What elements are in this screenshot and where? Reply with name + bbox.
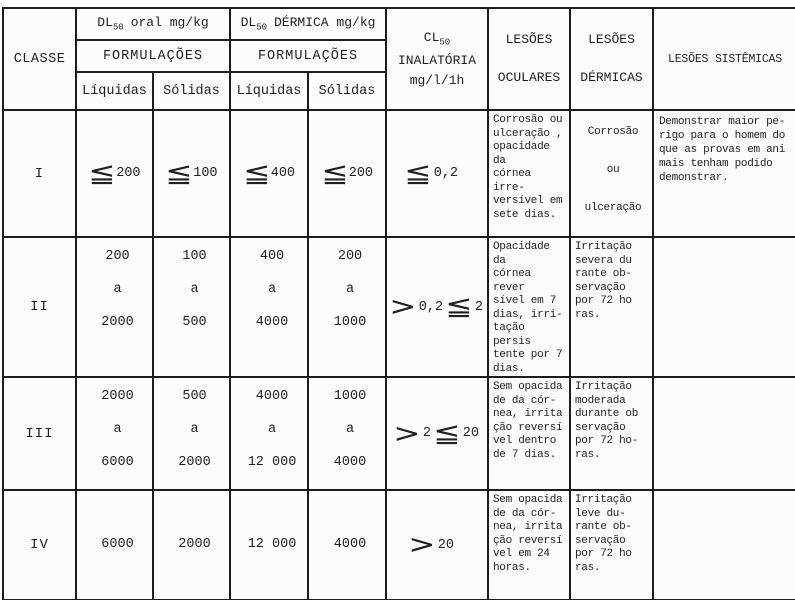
header-dl50-dermal: DL50 DÉRMICA mg/kg — [229, 7, 387, 41]
header-liquidas-dermal: Líquidas — [229, 71, 309, 111]
classe-cell: II — [2, 236, 77, 378]
cl50-label: CL50 — [423, 30, 451, 48]
systemic-lesions-cell: Demonstrar maior pe- rigo para o homem d… — [652, 109, 795, 238]
header-lesoes-sistemicas: LESÕES SISTÊMICAS — [652, 7, 795, 111]
header-dl50-oral: DL50 oral mg/kg — [75, 7, 231, 41]
ocular-lesions-cell: Sem opacida de da cór- nea, irrita ção r… — [487, 489, 571, 600]
table-row-class-II: II 200 a 2000 100 a 500 400 a 4000 200 a… — [2, 236, 795, 378]
dermal-liquid-dose-cell: ≦400 — [229, 109, 309, 238]
oral-solid-dose-cell: 2000 — [152, 489, 231, 600]
header-lesoes-dermicas: LESÕES DÉRMICAS — [569, 7, 654, 111]
ocular-lesions-cell: Opacidade da córnea rever sível em 7 dia… — [487, 236, 571, 378]
subscript-50: 50 — [256, 22, 267, 33]
gt-symbol: > — [389, 292, 417, 322]
ocular-lesions-cell: Sem opacida de da cór- nea, irrita ção r… — [487, 376, 571, 491]
oral-liquid-dose-cell: 6000 — [75, 489, 154, 600]
toxicity-classification-table: CLASSE DL50 oral mg/kg DL50 DÉRMICA mg/kg … — [2, 7, 795, 600]
lte-symbol: ≦ — [243, 158, 271, 189]
classe-cell: IV — [2, 489, 77, 600]
header-row-3: Líquidas Sólidas Líquidas Sólidas — [3, 71, 795, 111]
classe-cell: I — [2, 109, 77, 238]
oral-liquid-dose-cell: 2000 a 6000 — [75, 376, 154, 491]
cl50-inalatoria-label: INALATÓRIA — [397, 52, 476, 68]
header-lesoes-oculares: LESÕES OCULARES — [487, 7, 571, 111]
ocular-lesions-cell: Corrosão ou ulceração , opacidade da cór… — [487, 109, 571, 238]
header-solidas-dermal: Sólidas — [307, 71, 386, 111]
dermal-solid-dose-cell: ≦200 — [307, 109, 387, 238]
systemic-lesions-cell — [652, 236, 795, 378]
table-row-class-IV: IV 6000 2000 12 000 4000 >20 Sem opacida… — [2, 489, 795, 600]
cl50-unit: mg/l/1h — [409, 72, 465, 88]
subscript-50: 50 — [439, 37, 451, 48]
lte-symbol: ≦ — [165, 158, 193, 189]
lte-symbol: ≦ — [445, 292, 473, 322]
inhalation-dose-cell: >2≦ 20 — [385, 376, 489, 491]
gt-symbol: > — [408, 530, 436, 560]
dermal-liquid-dose-cell: 400 a 4000 — [229, 236, 309, 378]
inhalation-dose-cell: ≦ 0,2 — [385, 109, 489, 238]
inequality-symbol: ≦ — [404, 158, 432, 189]
header-cl50-inhalation: CL50 INALATÓRIA mg/l/1h — [385, 7, 489, 111]
systemic-lesions-cell — [652, 376, 795, 491]
header-formulacoes-oral: FORMULAÇÕES — [75, 39, 231, 73]
header-liquidas-oral: Líquidas — [75, 71, 154, 111]
oral-liquid-dose-cell: 200 a 2000 — [75, 236, 154, 378]
classe-cell: III — [2, 376, 77, 491]
inhalation-dose-cell: >0,2≦ 2 — [385, 236, 489, 378]
dermal-liquid-dose-cell: 12 000 — [229, 489, 309, 600]
systemic-lesions-cell — [652, 489, 795, 600]
header-row-2: FORMULAÇÕES FORMULAÇÕES — [3, 39, 795, 73]
table-row-class-I: I ≦200 ≦100 ≦400 ≦200 ≦ 0,2 Corrosão ou u… — [2, 109, 795, 238]
dl50-dermal-unit: DÉRMICA mg/kg — [274, 15, 376, 31]
dermal-lesions-cell: Irritação moderada durante ob servação p… — [569, 376, 654, 491]
oral-solid-dose-cell: ≦100 — [152, 109, 231, 238]
oral-solid-dose-cell: 500 a 2000 — [152, 376, 231, 491]
dermal-solid-dose-cell: 200 a 1000 — [307, 236, 387, 378]
subscript-50: 50 — [112, 22, 124, 33]
header-classe: CLASSE — [2, 7, 77, 111]
lte-symbol: ≦ — [88, 158, 116, 189]
lte-symbol: ≦ — [321, 158, 349, 189]
header-solidas-oral: Sólidas — [152, 71, 231, 111]
lte-symbol: ≦ — [433, 418, 461, 449]
dermal-lesions-cell: Irritação severa du rante ob- servação p… — [569, 236, 654, 378]
dl50-oral-unit: oral mg/kg — [130, 15, 209, 31]
dermal-liquid-dose-cell: 4000 a 12 000 — [229, 376, 309, 491]
gt-symbol: > — [393, 418, 421, 449]
oral-solid-dose-cell: 100 a 500 — [152, 236, 231, 378]
header-formulacoes-dermal: FORMULAÇÕES — [229, 39, 386, 73]
header-row-1: CLASSE DL50 oral mg/kg DL50 DÉRMICA mg/kg … — [2, 7, 795, 111]
dermal-lesions-cell: Corrosão ou ulceração — [569, 109, 654, 238]
dermal-solid-dose-cell: 1000 a 4000 — [307, 376, 387, 491]
dl50-oral-label: DL — [97, 15, 113, 31]
dermal-lesions-cell: Irritação leve du- rante ob- servação po… — [569, 489, 654, 600]
table-row-class-III: III 2000 a 6000 500 a 2000 4000 a 12 000… — [2, 376, 795, 491]
inhalation-dose-cell: >20 — [385, 489, 489, 600]
oral-liquid-dose-cell: ≦200 — [75, 109, 154, 238]
dermal-solid-dose-cell: 4000 — [307, 489, 387, 600]
dl50-dermal-label: DL — [240, 15, 257, 31]
